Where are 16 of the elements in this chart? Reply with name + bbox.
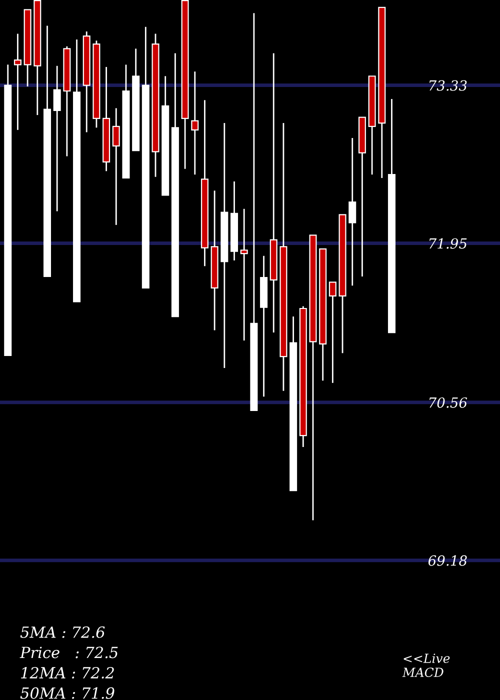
annotation: 12MA : 72.2 xyxy=(21,666,114,679)
candlestick xyxy=(14,33,22,131)
candlestick xyxy=(328,281,336,384)
candlestick xyxy=(112,107,120,226)
annotation: 50MA : 71.9 xyxy=(20,687,114,699)
y-tick-label: 69.18 xyxy=(428,555,467,566)
y-tick-label: 70.56 xyxy=(429,397,468,408)
y-tick-label: 71.95 xyxy=(429,238,467,249)
candlestick xyxy=(53,65,61,212)
annotation: Price : 72.5 xyxy=(20,646,118,658)
annotation: 5MA : 72.6 xyxy=(20,626,105,638)
text: <<Live MACD xyxy=(402,654,450,678)
candlestick xyxy=(240,208,248,342)
candlestick xyxy=(191,70,199,176)
y-tick-label: 73.33 xyxy=(429,80,467,91)
candlestick xyxy=(348,137,356,286)
